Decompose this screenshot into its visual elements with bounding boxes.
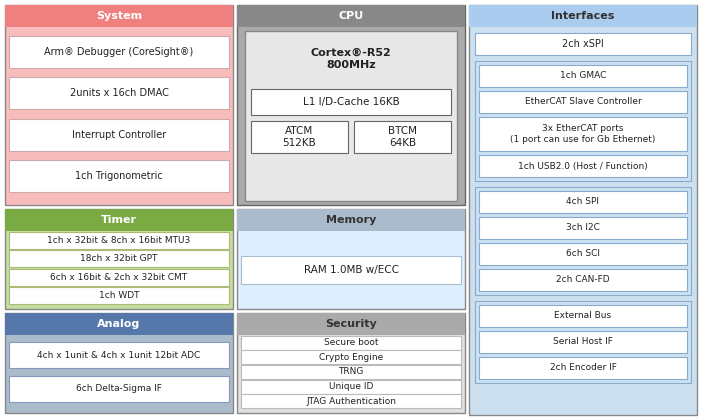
Text: 6ch Delta-Sigma IF: 6ch Delta-Sigma IF bbox=[76, 384, 162, 393]
Text: 1ch x 32bit & 8ch x 16bit MTU3: 1ch x 32bit & 8ch x 16bit MTU3 bbox=[48, 236, 191, 245]
Bar bbox=[241, 350, 461, 364]
Bar bbox=[5, 5, 233, 205]
Bar bbox=[479, 217, 687, 239]
Bar bbox=[9, 342, 229, 368]
Text: L1 I/D-Cache 16KB: L1 I/D-Cache 16KB bbox=[302, 97, 400, 107]
Text: Timer: Timer bbox=[101, 215, 137, 225]
Text: Memory: Memory bbox=[326, 215, 376, 225]
Bar bbox=[5, 313, 233, 413]
Bar bbox=[245, 31, 457, 201]
Bar bbox=[9, 36, 229, 68]
Bar bbox=[479, 117, 687, 151]
Text: 6ch x 16bit & 2ch x 32bit CMT: 6ch x 16bit & 2ch x 32bit CMT bbox=[50, 273, 188, 281]
Bar bbox=[241, 365, 461, 379]
Bar bbox=[354, 121, 451, 153]
Bar bbox=[479, 65, 687, 87]
Text: 2units x 16ch DMAC: 2units x 16ch DMAC bbox=[70, 88, 168, 98]
Bar bbox=[479, 269, 687, 291]
Bar bbox=[237, 5, 465, 205]
Text: TRNG: TRNG bbox=[338, 368, 364, 376]
Bar bbox=[9, 269, 229, 286]
Bar bbox=[241, 256, 461, 284]
Bar bbox=[479, 357, 687, 379]
Text: 4ch SPI: 4ch SPI bbox=[567, 197, 600, 207]
Bar bbox=[9, 77, 229, 109]
Text: 3x EtherCAT ports
(1 port can use for Gb Ethernet): 3x EtherCAT ports (1 port can use for Gb… bbox=[510, 124, 656, 144]
Text: 2ch CAN-FD: 2ch CAN-FD bbox=[556, 276, 610, 284]
Text: Arm® Debugger (CoreSight®): Arm® Debugger (CoreSight®) bbox=[45, 47, 194, 57]
Bar bbox=[5, 209, 233, 309]
Bar bbox=[475, 187, 691, 295]
Bar bbox=[479, 155, 687, 177]
Text: 6ch SCI: 6ch SCI bbox=[566, 249, 600, 258]
Bar bbox=[9, 232, 229, 249]
Bar bbox=[479, 191, 687, 213]
Bar bbox=[469, 5, 697, 27]
Text: Cortex®-R52
800MHz: Cortex®-R52 800MHz bbox=[310, 48, 392, 70]
Bar bbox=[237, 313, 465, 413]
Text: System: System bbox=[96, 11, 142, 21]
Text: Secure boot: Secure boot bbox=[324, 338, 378, 347]
Text: RAM 1.0MB w/ECC: RAM 1.0MB w/ECC bbox=[304, 265, 398, 275]
Text: Crypto Engine: Crypto Engine bbox=[319, 353, 383, 362]
Text: BTCM
64KB: BTCM 64KB bbox=[388, 126, 417, 148]
Text: 4ch x 1unit & 4ch x 1unit 12bit ADC: 4ch x 1unit & 4ch x 1unit 12bit ADC bbox=[37, 351, 201, 360]
Bar bbox=[9, 287, 229, 304]
Bar bbox=[479, 91, 687, 113]
Text: 18ch x 32bit GPT: 18ch x 32bit GPT bbox=[81, 255, 158, 263]
Text: 2ch Encoder IF: 2ch Encoder IF bbox=[549, 363, 616, 373]
Text: 1ch USB2.0 (Host / Function): 1ch USB2.0 (Host / Function) bbox=[518, 162, 648, 171]
Bar bbox=[479, 305, 687, 327]
Bar bbox=[9, 118, 229, 151]
Text: Analog: Analog bbox=[97, 319, 140, 329]
Bar bbox=[5, 5, 233, 27]
Bar bbox=[237, 313, 465, 335]
Bar bbox=[9, 250, 229, 268]
Bar bbox=[237, 209, 465, 231]
Text: Interfaces: Interfaces bbox=[552, 11, 615, 21]
Bar bbox=[479, 331, 687, 353]
Bar bbox=[251, 121, 348, 153]
Text: 1ch Trigonometric: 1ch Trigonometric bbox=[75, 171, 163, 181]
Bar bbox=[237, 5, 465, 27]
Text: Serial Host IF: Serial Host IF bbox=[553, 338, 613, 346]
Bar bbox=[9, 160, 229, 192]
Bar bbox=[475, 33, 691, 55]
Bar bbox=[469, 5, 697, 415]
Text: 2ch xSPI: 2ch xSPI bbox=[562, 39, 604, 49]
Bar bbox=[475, 61, 691, 181]
Text: Interrupt Controller: Interrupt Controller bbox=[72, 130, 166, 139]
Bar bbox=[237, 209, 465, 309]
Bar bbox=[251, 89, 451, 115]
Bar bbox=[241, 380, 461, 394]
Bar bbox=[479, 243, 687, 265]
Bar bbox=[9, 375, 229, 402]
Bar bbox=[475, 301, 691, 383]
Text: Security: Security bbox=[325, 319, 377, 329]
Bar bbox=[5, 209, 233, 231]
Text: External Bus: External Bus bbox=[554, 312, 611, 320]
Bar bbox=[241, 336, 461, 350]
Text: Unique ID: Unique ID bbox=[329, 382, 373, 391]
Text: 3ch I2C: 3ch I2C bbox=[566, 223, 600, 233]
Text: EtherCAT Slave Controller: EtherCAT Slave Controller bbox=[525, 97, 642, 107]
Text: CPU: CPU bbox=[338, 11, 364, 21]
Text: 1ch WDT: 1ch WDT bbox=[99, 291, 139, 300]
Text: 1ch GMAC: 1ch GMAC bbox=[560, 71, 606, 81]
Text: JTAG Authentication: JTAG Authentication bbox=[306, 397, 396, 406]
Text: ATCM
512KB: ATCM 512KB bbox=[283, 126, 316, 148]
Bar bbox=[241, 394, 461, 408]
Bar bbox=[5, 313, 233, 335]
